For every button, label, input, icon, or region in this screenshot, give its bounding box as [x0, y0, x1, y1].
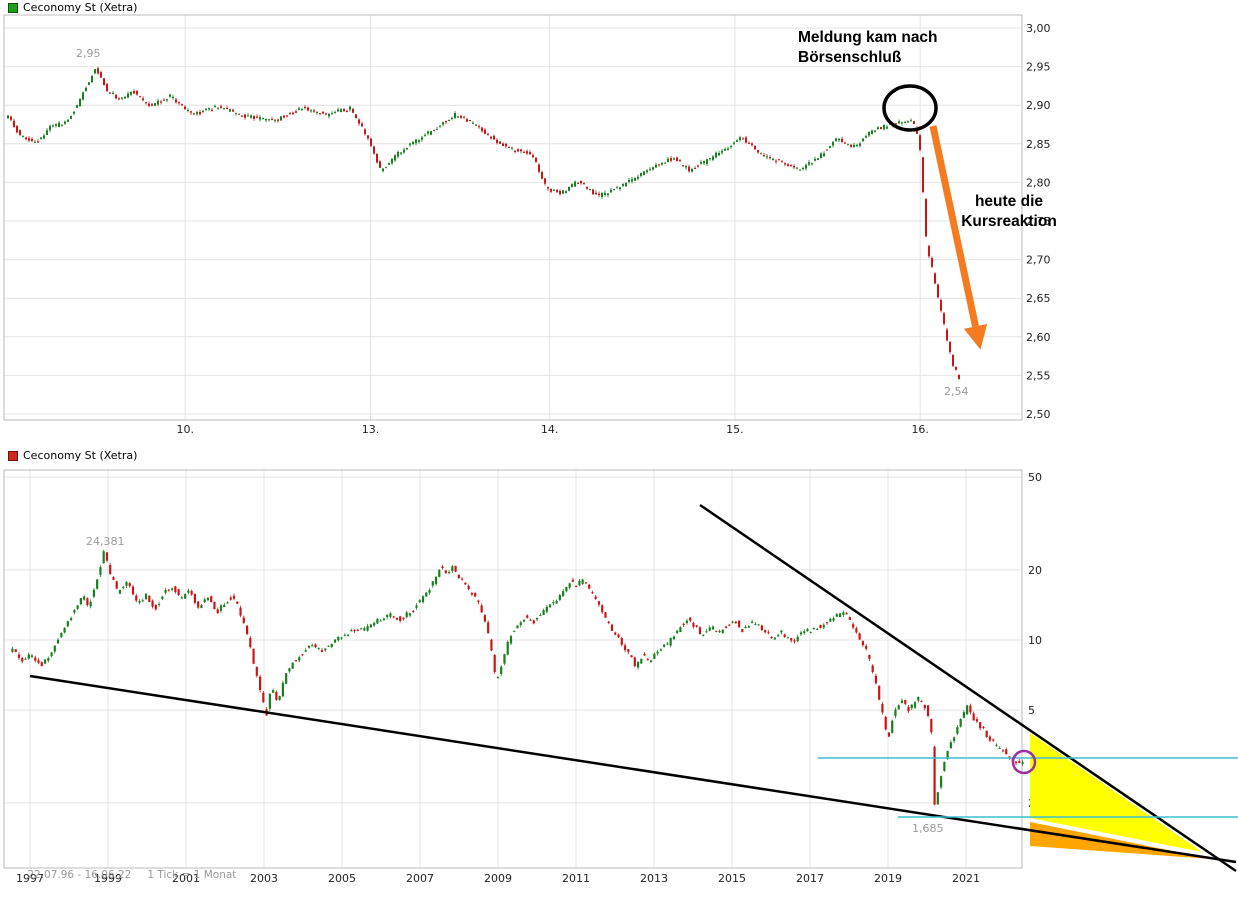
x-tick-label: 14. — [541, 423, 559, 436]
x-tick-label: 1999 — [94, 872, 122, 885]
current-price-circle-marker — [1011, 749, 1037, 775]
footer-tick-info: 1 Tick = 1 Monat — [147, 869, 237, 881]
y-tick-label: 2,60 — [1026, 331, 1051, 344]
grid — [4, 15, 1022, 420]
y-tick-label: 2,90 — [1026, 99, 1051, 112]
legend-longterm[interactable]: Ceconomy St (Xetra) — [8, 449, 137, 462]
y-tick-label: 2,95 — [1026, 61, 1051, 74]
high-price-label: 2,95 — [76, 47, 101, 60]
x-tick-label: 2009 — [484, 872, 512, 885]
y-tick-label: 2,85 — [1026, 138, 1051, 151]
intraday-chart-svg: 3,00 2,95 2,90 2,85 2,80 2,75 2,70 2,65 2,60 2,55… — [3, 14, 1051, 436]
x-tick-label: 16. — [911, 423, 929, 436]
x-tick-label: 15. — [726, 423, 744, 436]
x-tick-label: 2001 — [172, 872, 200, 885]
upper-trendline — [699, 503, 1237, 873]
x-tick-label: 13. — [362, 423, 380, 436]
x-tick-label: 2017 — [796, 872, 824, 885]
news-annotation-line2: Börsenschluß — [798, 49, 902, 66]
y-tick-label: 3,00 — [1026, 22, 1051, 35]
news-annotation: Meldung kam nach Börsenschluß — [798, 28, 938, 68]
x-tick-label: 2015 — [718, 872, 746, 885]
intraday-panel: 3,00 2,95 2,90 2,85 2,80 2,75 2,70 2,65 2,60 2,55… — [0, 0, 1238, 445]
news-annotation-line1: Meldung kam nach — [798, 29, 938, 46]
plot-border — [3, 14, 1023, 421]
y-tick-label: 2,55 — [1026, 369, 1051, 382]
candles — [7, 66, 960, 380]
chart-footer: 22.07.96 - 16.06.22 1 Tick = 1 Monat — [14, 857, 236, 893]
y-tick-label: 5 — [1028, 704, 1035, 717]
x-tick-label: 2013 — [640, 872, 668, 885]
target-zone-yellow — [1030, 733, 1202, 852]
y-tick-label: 20 — [1028, 564, 1042, 577]
x-tick-label: 2005 — [328, 872, 356, 885]
longterm-chart-svg: 5020105219971999200120032005200720092011… — [3, 469, 1238, 885]
reaction-annotation: heute die Kursreaktion — [938, 192, 1080, 232]
y-tick-label: 2,65 — [1026, 292, 1051, 305]
target-zone-orange — [1030, 822, 1212, 859]
series-marker-red-icon — [8, 450, 18, 461]
footer-period: 22.07.96 - 16.06.22 — [27, 869, 132, 881]
x-tick-label: 1997 — [16, 872, 44, 885]
reaction-arrow — [929, 125, 988, 350]
plot-border — [3, 469, 1023, 869]
y-tick-label: 2,50 — [1026, 408, 1051, 421]
x-tick-label: 2007 — [406, 872, 434, 885]
series-marker-green-icon — [8, 2, 18, 13]
reaction-annotation-line1: heute die — [974, 193, 1044, 210]
lower-trendline — [29, 674, 1237, 864]
y-tick-label: 10 — [1028, 634, 1042, 647]
reaction-annotation-line2: Kursreaktion — [961, 213, 1057, 230]
grid — [4, 470, 1022, 868]
longterm-panel: 5020105219971999200120032005200720092011… — [0, 445, 1238, 903]
x-tick-label: 10. — [176, 423, 194, 436]
low-price-label: 1,685 — [912, 822, 944, 835]
low-price-label: 2,54 — [944, 385, 969, 398]
x-tick-label: 2021 — [952, 872, 980, 885]
x-tick-label: 2011 — [562, 872, 590, 885]
candles — [11, 549, 1024, 806]
news-circle-annotation — [882, 84, 938, 132]
high-price-label: 24,381 — [86, 535, 125, 548]
y-tick-label: 50 — [1028, 471, 1042, 484]
y-tick-label: 2,70 — [1026, 254, 1051, 267]
y-tick-label: 2,75 — [1026, 215, 1051, 228]
x-tick-label: 2019 — [874, 872, 902, 885]
series-title: Ceconomy St (Xetra) — [23, 449, 138, 462]
x-tick-label: 2003 — [250, 872, 278, 885]
legend-intraday[interactable]: Ceconomy St (Xetra) — [8, 1, 137, 14]
series-title: Ceconomy St (Xetra) — [23, 1, 138, 14]
y-tick-label: 2,80 — [1026, 176, 1051, 189]
